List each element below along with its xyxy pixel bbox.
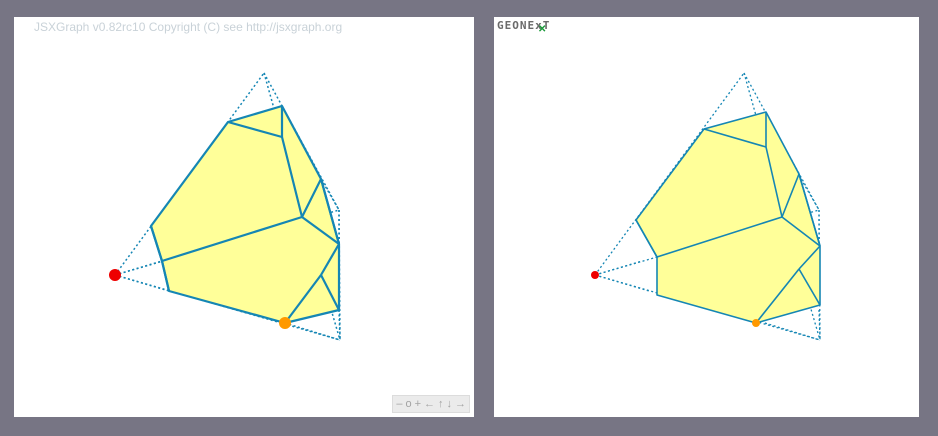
zoom-in-button[interactable]: + (415, 397, 421, 411)
jsxgraph-board[interactable]: JSXGraph v0.82rc10 Copyright (C) see htt… (14, 17, 474, 417)
red-point (591, 271, 599, 279)
aux-edge (595, 275, 649, 291)
solid-face (151, 106, 339, 323)
navigation-bar: – o + ← ↑ ↓ → (392, 395, 470, 413)
pan-right-button[interactable]: → (455, 397, 466, 411)
pan-left-button[interactable]: ← (424, 397, 435, 411)
orange-point (279, 317, 291, 329)
orange-point (752, 319, 760, 327)
pan-down-button[interactable]: ↓ (447, 397, 453, 411)
construction-diagram-left (14, 17, 474, 417)
zoom-out-button[interactable]: – (396, 397, 402, 411)
construction-diagram-right (494, 17, 919, 417)
pan-up-button[interactable]: ↑ (438, 397, 444, 411)
geonext-board[interactable]: GEONExT ✕ (494, 17, 919, 417)
aux-edge (115, 261, 162, 275)
solid-face (636, 112, 820, 323)
zoom-reset-button[interactable]: o (405, 397, 411, 411)
aux-edge (115, 275, 169, 291)
red-point (109, 269, 121, 281)
aux-edge (595, 261, 642, 275)
